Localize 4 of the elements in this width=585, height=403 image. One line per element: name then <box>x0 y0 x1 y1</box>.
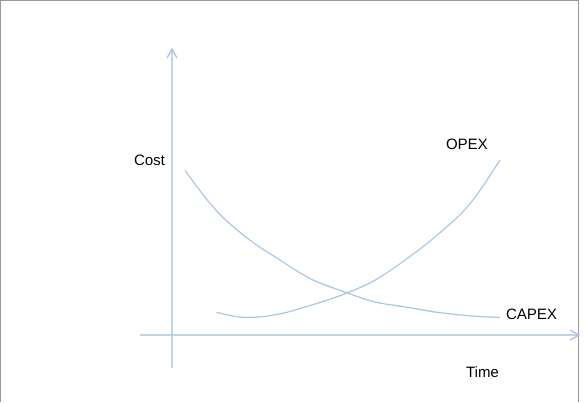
y-axis-title: Cost <box>134 152 165 169</box>
x-axis-title: Time <box>466 364 499 381</box>
series-label: CAPEX <box>506 306 557 323</box>
series-label: OPEX <box>446 136 488 153</box>
